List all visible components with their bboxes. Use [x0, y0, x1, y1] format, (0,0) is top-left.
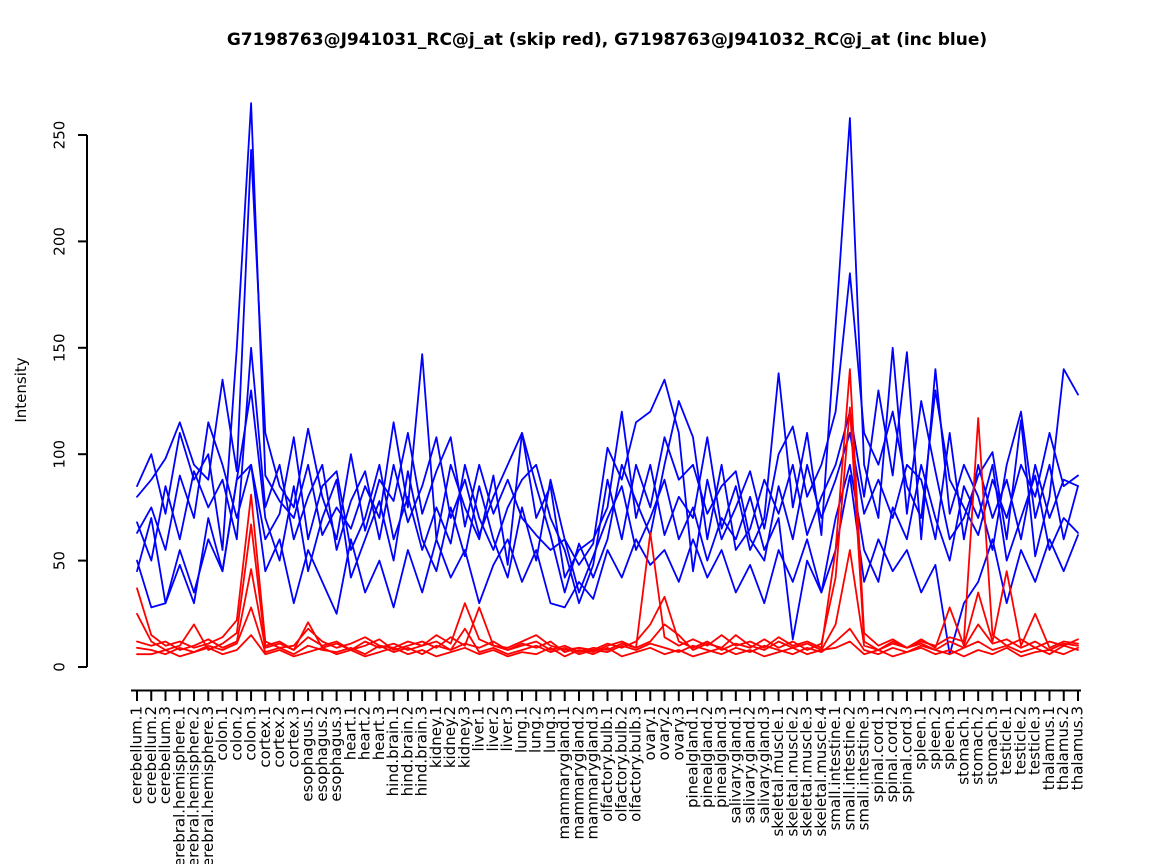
- x-tick-label: skeletal.muscle.1: [769, 706, 787, 837]
- series-lines: [136, 102, 1079, 658]
- x-tick-label: hind.brain.3: [413, 706, 431, 796]
- x-tick-label: kidney.3: [455, 706, 473, 768]
- x-tick-label: spleen.3: [940, 706, 958, 770]
- x-tick-label: cerebral.hemisphere.3: [199, 706, 217, 864]
- x-tick-label: pinealgland.1: [684, 706, 702, 808]
- y-tick-label: 200: [51, 227, 69, 256]
- x-tick-label: testicle.2: [1011, 706, 1029, 775]
- x-tick-label: lung.2: [527, 706, 545, 753]
- x-tick-label: stomach.1: [954, 706, 972, 785]
- x-tick-label: cortex.3: [284, 706, 302, 768]
- series-line-inc-blue-2: [136, 148, 1079, 573]
- x-tick-label: thalamus.3: [1069, 706, 1087, 790]
- x-tick-label: testicle.1: [997, 706, 1015, 775]
- x-tick-label: olfactory.bulb.3: [627, 706, 645, 822]
- y-tick-label: 0: [51, 662, 69, 672]
- x-tick-label: cortex.2: [270, 706, 288, 768]
- series-line-skip-red-1: [136, 368, 1079, 653]
- x-tick-label: thalamus.1: [1040, 706, 1058, 790]
- series-line-skip-red-4: [136, 606, 1079, 656]
- y-tick-label: 150: [51, 333, 69, 362]
- x-tick-label: pinealgland.3: [712, 706, 730, 808]
- x-tick-label: colon.2: [227, 706, 245, 761]
- x-tick-label: heart.1: [341, 706, 359, 760]
- x-tick-label: mammarygland.3: [584, 706, 602, 839]
- x-tick-label: heart.3: [370, 706, 388, 760]
- x-tick-label: spleen.2: [926, 706, 944, 770]
- x-tick-label: spinal.cord.1: [869, 706, 887, 802]
- x-tick-label: small.intestine.2: [840, 706, 858, 830]
- x-tick-label: ovary.1: [641, 706, 659, 760]
- x-tick-label: colon.3: [242, 706, 260, 761]
- x-tick-label: cerebellum.2: [142, 706, 160, 804]
- x-tick-label: cerebral.hemisphere.1: [170, 706, 188, 864]
- x-tick-label: stomach.2: [969, 706, 987, 785]
- x-tick-label: ovary.2: [655, 706, 673, 760]
- y-tick-label: 250: [51, 121, 69, 150]
- x-tick-label: lung.1: [512, 706, 530, 753]
- x-tick-label: hind.brain.2: [398, 706, 416, 796]
- x-tick-label: skeletal.muscle.3: [798, 706, 816, 837]
- x-tick-label: small.intestine.3: [855, 706, 873, 830]
- y-tick-label: 100: [51, 440, 69, 469]
- x-tick-label: ovary.3: [669, 706, 687, 760]
- x-tick-label: testicle.3: [1026, 706, 1044, 775]
- x-tick-label: salivary.gland.2: [741, 706, 759, 823]
- x-tick-label: liver.1: [470, 706, 488, 752]
- x-tick-label: small.intestine.1: [826, 706, 844, 830]
- series-line-skip-red-3: [136, 549, 1079, 653]
- series-line-inc-blue-5: [136, 463, 1079, 656]
- x-tick-label: cerebral.hemisphere.2: [185, 706, 203, 864]
- x-tick-label: mammarygland.1: [555, 706, 573, 839]
- x-axis: cerebellum.1cerebellum.2cerebellum.3cere…: [128, 689, 1087, 864]
- x-tick-label: mammarygland.2: [569, 706, 587, 839]
- x-tick-label: liver.2: [484, 706, 502, 752]
- x-tick-label: heart.2: [356, 706, 374, 760]
- x-tick-label: olfactory.bulb.2: [612, 706, 630, 822]
- series-line-inc-blue-4: [136, 421, 1079, 605]
- x-tick-label: spinal.cord.3: [897, 706, 915, 802]
- x-tick-label: pinealgland.2: [698, 706, 716, 808]
- x-tick-label: colon.1: [213, 706, 231, 761]
- x-tick-label: lung.3: [541, 706, 559, 753]
- series-line-inc-blue-6: [136, 389, 1079, 641]
- x-tick-label: kidney.1: [427, 706, 445, 768]
- series-line-inc-blue-3: [136, 346, 1079, 594]
- x-tick-label: spinal.cord.2: [883, 706, 901, 802]
- x-tick-label: esophagus.1: [299, 706, 317, 802]
- x-tick-label: cerebellum.3: [156, 706, 174, 804]
- x-tick-label: thalamus.2: [1054, 706, 1072, 790]
- x-tick-label: cerebellum.1: [128, 706, 146, 804]
- y-axis: 0 50 100 150 200 250: [51, 121, 88, 672]
- y-axis-title: Intensity: [12, 357, 30, 423]
- x-tick-label: skeletal.muscle.2: [783, 706, 801, 837]
- x-tick-label: kidney.2: [441, 706, 459, 768]
- x-tick-label: hind.brain.1: [384, 706, 402, 796]
- x-tick-label: salivary.gland.3: [755, 706, 773, 823]
- x-tick-label: salivary.gland.1: [726, 706, 744, 823]
- chart-title: G7198763@J941031_RC@j_at (skip red), G71…: [226, 30, 988, 50]
- x-tick-label: esophagus.2: [313, 706, 331, 802]
- x-tick-label: cortex.1: [256, 706, 274, 768]
- x-tick-label: spleen.1: [912, 706, 930, 770]
- x-tick-label: stomach.3: [983, 706, 1001, 785]
- x-tick-label: esophagus.3: [327, 706, 345, 802]
- y-tick-label: 50: [51, 551, 69, 570]
- series-line-skip-red-5: [136, 634, 1079, 658]
- x-tick-label: skeletal.muscle.4: [812, 706, 830, 837]
- series-line-inc-blue-1: [136, 102, 1079, 579]
- x-tick-label: liver.3: [498, 706, 516, 752]
- x-tick-label: olfactory.bulb.1: [598, 706, 616, 822]
